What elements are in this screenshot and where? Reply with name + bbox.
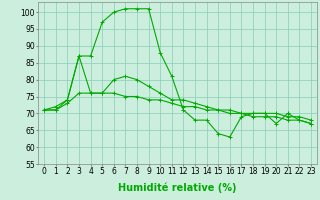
X-axis label: Humidité relative (%): Humidité relative (%) (118, 182, 237, 193)
